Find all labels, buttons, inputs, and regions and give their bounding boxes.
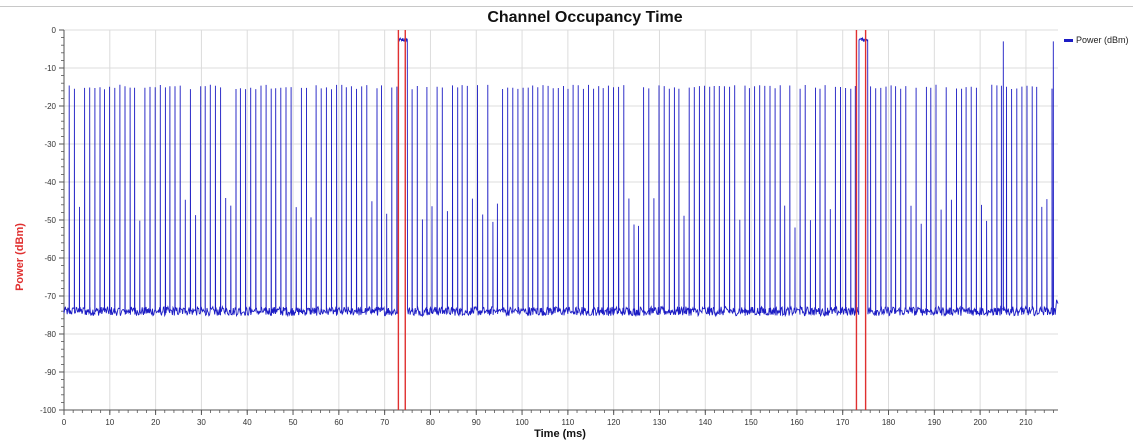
- x-tick-label: 180: [882, 418, 896, 427]
- x-tick-label: 190: [928, 418, 942, 427]
- y-tick-label: -10: [44, 64, 56, 73]
- x-tick-label: 10: [105, 418, 114, 427]
- series-power-line: [63, 36, 1059, 318]
- x-tick-label: 110: [561, 418, 574, 427]
- y-tick-label: -90: [44, 368, 56, 377]
- legend: Power (dBm): [1064, 35, 1129, 45]
- y-tick-label: -20: [44, 102, 56, 111]
- y-tick-label: 0: [52, 26, 57, 35]
- y-tick-label: -80: [44, 330, 56, 339]
- legend-swatch: [1064, 38, 1073, 42]
- x-tick-label: 150: [744, 418, 758, 427]
- legend-label: Power (dBm): [1076, 35, 1129, 45]
- x-tick-label: 50: [289, 418, 298, 427]
- x-tick-label: 200: [973, 418, 987, 427]
- x-tick-label: 130: [653, 418, 667, 427]
- chart-title: Channel Occupancy Time: [487, 9, 683, 26]
- y-tick-label: -30: [44, 140, 56, 149]
- x-tick-label: 210: [1019, 418, 1033, 427]
- x-tick-label: 90: [472, 418, 481, 427]
- x-tick-label: 120: [607, 418, 621, 427]
- x-tick-label: 60: [334, 418, 343, 427]
- x-tick-label: 30: [197, 418, 206, 427]
- y-tick-label: -40: [44, 178, 56, 187]
- x-tick-label: 20: [151, 418, 160, 427]
- y-tick-label: -60: [44, 254, 56, 263]
- y-tick-label: -70: [44, 292, 56, 301]
- x-axis-label: Time (ms): [534, 428, 586, 440]
- y-tick-label: -50: [44, 216, 56, 225]
- x-tick-label: 160: [790, 418, 804, 427]
- y-tick-label: -100: [40, 406, 57, 415]
- x-tick-label: 170: [836, 418, 850, 427]
- x-tick-label: 40: [243, 418, 252, 427]
- x-tick-label: 80: [426, 418, 435, 427]
- x-tick-label: 140: [699, 418, 713, 427]
- x-tick-label: 70: [380, 418, 389, 427]
- x-tick-label: 0: [62, 418, 67, 427]
- x-tick-label: 100: [515, 418, 529, 427]
